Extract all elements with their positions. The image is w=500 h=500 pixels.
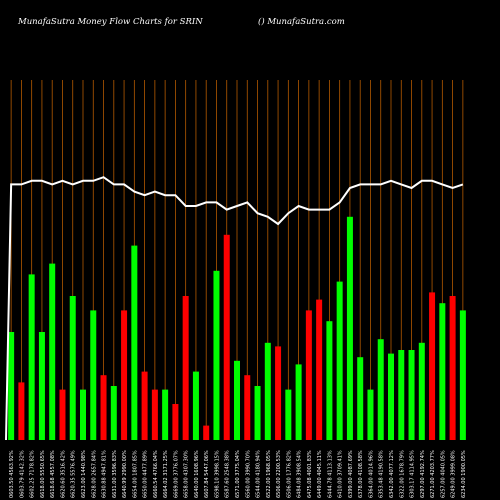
x-tick-label: 6364.00 4014.96% — [368, 450, 374, 498]
x-tick-label: 0603.50 4563.92% — [9, 450, 15, 498]
chart-title: MunafaSutra Money Flow Charts for SRIN — [18, 17, 203, 27]
x-tick-label: 6297.00 4192.74% — [420, 450, 426, 498]
bar — [182, 296, 189, 440]
bar — [316, 299, 323, 440]
x-tick-label: 6571.00 3775.04% — [235, 450, 241, 498]
x-tick-label: 6303.17 4114.95% — [410, 450, 416, 498]
bar — [429, 292, 436, 440]
x-tick-label: 6587.60 2548.38% — [225, 450, 231, 498]
x-tick-label: 0603.79 4142.32% — [19, 450, 25, 498]
bar — [275, 346, 282, 440]
x-tick-label: 6630.88 4947.81% — [102, 450, 108, 498]
x-tick-label: 6399.00 4087.69% — [348, 450, 354, 498]
x-tick-label: 6631.00 3596.83% — [112, 450, 118, 498]
bar — [8, 332, 15, 440]
x-tick-label: 6353.48 4190.58% — [379, 450, 385, 498]
x-tick-label: 6522.00 1968.05% — [266, 450, 272, 498]
bar — [439, 303, 446, 440]
x-tick-label: 6506.00 1776.82% — [286, 450, 292, 498]
bar — [418, 342, 425, 440]
bar — [131, 245, 138, 440]
x-tick-label: 6620.35 5576.49% — [71, 450, 77, 498]
x-tick-label: 6322.00 1678.79% — [399, 450, 405, 498]
x-tick-label: 6607.84 5447.06% — [204, 450, 210, 498]
bar — [326, 321, 333, 440]
bar — [244, 375, 251, 440]
x-tick-label: 6658.00 4307.30% — [184, 450, 190, 498]
bar — [408, 350, 415, 440]
bar — [90, 310, 97, 440]
x-tick-label: 6664.02 3171.25% — [163, 450, 169, 498]
price-line — [5, 176, 464, 441]
bar — [151, 389, 158, 440]
x-tick-label: 6560.00 3990.70% — [245, 450, 251, 498]
x-tick-label: 6669.00 3776.07% — [173, 450, 179, 498]
bar — [192, 371, 199, 440]
x-tick-label: 6484.08 3908.54% — [297, 450, 303, 498]
bar — [254, 386, 261, 440]
bar — [172, 404, 179, 440]
bar — [213, 270, 220, 440]
x-tick-label: 6602.25 7178.82% — [30, 450, 36, 498]
bar — [346, 216, 353, 440]
bar — [69, 296, 76, 440]
bar — [18, 382, 25, 440]
bar — [367, 389, 374, 440]
x-tick-label: 6506.00 2200.53% — [276, 450, 282, 498]
bar — [110, 386, 117, 440]
site-credit: () MunafaSutra.com — [258, 17, 345, 27]
bar — [100, 375, 107, 440]
bar — [449, 296, 456, 440]
bar — [336, 281, 343, 440]
x-tick-label: 6271.00 4203.77% — [430, 450, 436, 498]
x-tick-label: 6618.00 5550.65% — [40, 450, 46, 498]
x-tick-label: 6628.00 2657.84% — [91, 450, 97, 498]
x-tick-label: 6378.00 4108.58% — [358, 450, 364, 498]
x-tick-label: 6544.00 4180.94% — [256, 450, 262, 498]
bar — [295, 364, 302, 440]
bar — [285, 389, 292, 440]
x-tick-label: 6249.00 3999.08% — [451, 450, 457, 498]
bar — [203, 425, 210, 440]
bar — [141, 371, 148, 440]
bar — [223, 234, 230, 440]
x-tick-label: 6410.00 3709.41% — [338, 450, 344, 498]
bar — [234, 360, 240, 440]
bar — [121, 310, 128, 440]
bar — [59, 389, 66, 440]
x-tick-label: 6620.60 3516.42% — [60, 450, 66, 498]
bar — [459, 310, 466, 440]
bar — [38, 332, 45, 440]
x-tick-label: 6618.68 4557.08% — [50, 450, 56, 498]
bar — [28, 274, 35, 440]
x-tick-label: 6654.00 1807.85% — [132, 450, 138, 498]
bar — [305, 310, 312, 440]
x-tick-label: 6444.78 4113.13% — [327, 450, 333, 498]
x-tick-label: 6623.00 1440.98% — [81, 450, 87, 498]
chart-header: MunafaSutra Money Flow Charts for SRIN (… — [0, 0, 500, 40]
bar — [162, 389, 169, 440]
x-tick-label: 6449.00 4045.11% — [317, 450, 323, 498]
x-tick-label: 6598.10 3998.15% — [214, 450, 220, 498]
x-tick-label: 6640.00 1608.96% — [194, 450, 200, 498]
x-tick-label: 6650.00 4477.89% — [143, 450, 149, 498]
x-tick-label: 6660.54 4766.04% — [153, 450, 159, 498]
x-tick-label: 6640.99 2990.00% — [122, 450, 128, 498]
x-tick-label: 6342.00 4077.12% — [389, 450, 395, 498]
bar — [357, 357, 364, 440]
x-tick-label: 6475.08 4001.83% — [307, 450, 313, 498]
bar — [80, 389, 86, 440]
x-tick-label: 6234.00 1900.05% — [461, 450, 467, 498]
bar — [264, 342, 271, 440]
bar — [49, 263, 56, 440]
bar — [377, 339, 384, 440]
bar — [388, 353, 394, 440]
bar — [398, 350, 405, 440]
x-tick-label: 6257.00 4040.05% — [440, 450, 446, 498]
